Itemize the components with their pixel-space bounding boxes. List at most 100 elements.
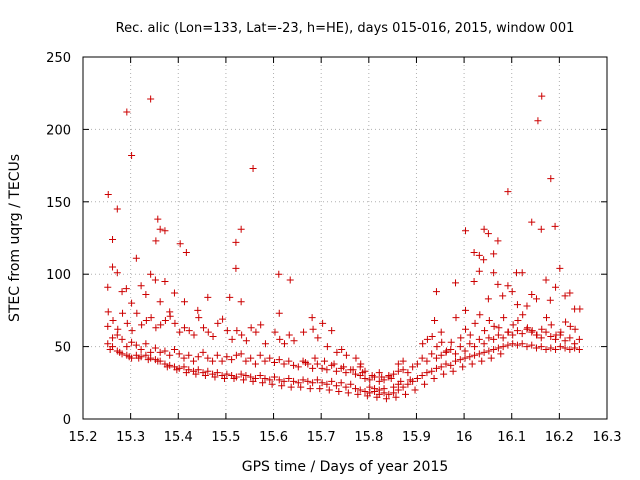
data-point [237,350,245,358]
data-point [484,295,492,303]
data-point [423,357,431,365]
data-point [161,227,169,235]
data-point [275,356,283,364]
grid-lines [83,57,607,419]
data-point [116,348,124,356]
data-point [452,350,460,358]
data-point [518,340,526,348]
data-point [204,354,212,362]
data-point [537,225,545,233]
data-point [447,361,455,369]
data-point [543,314,551,322]
data-point [268,380,276,388]
data-point [220,374,228,382]
data-point [528,290,536,298]
data-point [538,325,546,333]
data-point [490,269,498,277]
data-point [363,392,371,400]
data-point [211,373,219,381]
data-point [142,351,150,359]
data-point [297,383,305,391]
x-tick-label: 15.8 [354,430,383,445]
data-point [290,361,298,369]
data-point [542,276,550,284]
data-point [309,379,317,387]
data-point [413,360,421,368]
data-point [366,383,374,391]
data-point [230,374,238,382]
data-point [552,283,560,291]
data-point [156,225,164,233]
data-point [468,360,476,368]
data-point [494,344,502,352]
data-point [471,351,479,359]
data-point [509,331,517,339]
data-point [490,322,498,330]
y-tick-label: 200 [46,123,71,138]
data-point [152,237,160,245]
data-point [128,151,136,159]
data-point [442,348,450,356]
data-point [137,345,145,353]
x-tick-label: 15.6 [259,430,288,445]
data-point [285,357,293,365]
data-point [332,367,340,375]
data-point [571,344,579,352]
data-point [394,380,402,388]
data-point [480,256,488,264]
data-point [528,218,536,226]
data-point [118,335,126,343]
data-point [173,366,181,374]
data-point [180,363,188,371]
data-point [190,357,198,365]
data-point [537,334,545,342]
data-point [547,344,555,352]
data-point [104,322,112,330]
data-point [125,353,133,361]
data-point [237,225,245,233]
data-point [199,348,207,356]
data-point [132,254,140,262]
data-point [461,354,469,362]
data-point [356,363,364,371]
data-point [432,288,440,296]
data-point [180,324,188,332]
data-point [513,341,521,349]
chart-title: Rec. alic (Lon=133, Lat=-23, h=HE), days… [116,21,575,36]
data-point [561,344,569,352]
y-tick-label: 150 [46,196,71,211]
data-point [356,386,364,394]
data-point [152,324,160,332]
data-point [194,353,202,361]
data-point [304,377,312,385]
data-point [333,348,341,356]
data-point [418,372,426,380]
data-point [119,309,127,317]
data-point [490,335,498,343]
data-point [513,327,521,335]
data-point [499,343,507,351]
data-point [438,338,446,346]
data-point [109,263,117,271]
plot-frame [82,56,608,420]
data-point [259,379,267,387]
data-point [233,327,241,335]
data-point [256,351,264,359]
data-point [275,270,283,278]
data-point [342,369,350,377]
data-point [500,314,508,322]
data-point [532,295,540,303]
data-point [242,357,250,365]
data-point [316,385,324,393]
data-point [157,321,165,329]
data-point [394,360,402,368]
data-point [240,376,248,384]
data-point [232,238,240,246]
data-point [228,356,236,364]
data-point [528,341,536,349]
data-point [575,335,583,343]
y-tick-label: 0 [63,413,71,428]
data-point [176,240,184,248]
data-point [321,357,329,365]
